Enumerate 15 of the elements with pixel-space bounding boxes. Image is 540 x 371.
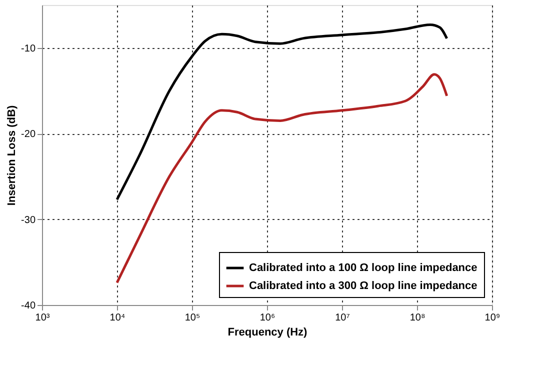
y-tick-label: -30 [21,214,36,226]
y-tick-label: -40 [21,300,36,312]
x-tick-label: 10³ [35,312,50,324]
y-axis-title: Insertion Loss (dB) [6,105,18,206]
x-tick-label: 10⁵ [184,312,200,324]
x-tick-label: 10⁶ [260,312,276,324]
y-tick-label: -10 [21,43,36,54]
y-tick-label: -20 [21,129,36,140]
x-axis-title: Frequency (Hz) [228,326,308,338]
legend-label: Calibrated into a 300 Ω loop line impedance [249,280,478,292]
x-tick-label: 10⁷ [335,312,350,324]
legend-label: Calibrated into a 100 Ω loop line impedance [249,262,478,274]
x-tick-label: 10⁴ [110,312,126,324]
x-tick-label: 10⁸ [410,312,426,324]
x-tick-label: 10⁹ [484,312,500,324]
